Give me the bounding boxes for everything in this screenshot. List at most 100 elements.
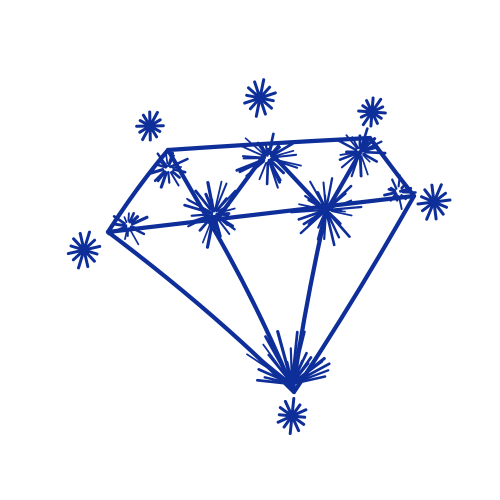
sparkle-stroke — [198, 214, 214, 232]
sparkle-burst-mid-right — [290, 177, 363, 247]
star-right — [416, 183, 452, 221]
sparkle-stroke — [257, 368, 289, 384]
sparkle-stroke — [263, 376, 289, 384]
sparkle-stroke — [169, 154, 175, 165]
sparkle-stroke — [272, 149, 295, 158]
diamond-right-upper-edge — [367, 135, 417, 199]
sparkle-stroke — [360, 155, 369, 176]
sparkle-stroke — [399, 186, 413, 193]
sparkle-stroke — [348, 154, 360, 175]
sparkle-stroke — [128, 211, 136, 224]
star-stroke — [135, 124, 165, 128]
sparkle-stroke — [362, 145, 378, 153]
sparkle-stroke — [216, 216, 229, 226]
sparkle-stroke — [236, 143, 266, 158]
sparkle-stroke — [148, 168, 165, 175]
sparkle-burst-top-right — [337, 127, 387, 178]
sparkle-stroke — [169, 171, 180, 187]
sparkle-stroke — [327, 199, 353, 211]
sparkle-stroke — [267, 158, 279, 189]
sparkle-stroke — [323, 194, 327, 207]
sparkle-stroke — [271, 153, 298, 159]
sparkle-stroke — [326, 212, 341, 239]
sparkle-stroke — [113, 222, 128, 228]
sparkle-stroke — [187, 199, 213, 214]
sparkle-stroke — [157, 159, 167, 167]
sparkle-stroke — [302, 210, 324, 226]
star-stroke — [66, 244, 102, 256]
sparkle-stroke — [107, 225, 128, 236]
sparkle-stroke — [340, 153, 359, 169]
sparkle-stroke — [337, 139, 358, 152]
sparkle-stroke — [328, 205, 363, 211]
sparkle-stroke — [328, 209, 346, 213]
sparkle-stroke — [269, 159, 285, 175]
sparkle-stroke — [190, 213, 210, 217]
sparkle-stroke — [268, 141, 274, 155]
sparkle-stroke — [217, 204, 230, 213]
sparkle-stroke — [246, 353, 292, 384]
diamond-facet-a — [165, 147, 215, 229]
sparkle-stroke — [389, 192, 398, 202]
sparkle-stroke — [214, 182, 228, 211]
sparkle-stroke — [159, 171, 168, 189]
sparkle-stroke — [358, 153, 363, 178]
sparkle-stroke — [128, 227, 140, 246]
sparkle-stroke — [395, 194, 399, 202]
sparkle-stroke — [270, 145, 281, 156]
sparkle-stroke — [130, 226, 146, 236]
sparkle-burst-bottom-point — [246, 330, 331, 386]
diamond-left-pavilion — [105, 229, 297, 395]
sparkle-stroke — [165, 152, 169, 165]
sparkle-stroke — [124, 230, 128, 241]
sparkle-stroke — [400, 183, 407, 190]
sparkle-stroke — [127, 212, 130, 222]
sparkle-stroke — [361, 137, 377, 151]
sparkle-stroke — [293, 375, 327, 385]
sparkle-stroke — [387, 187, 397, 193]
star-stroke — [276, 408, 308, 424]
sparkle-stroke — [295, 369, 330, 384]
diamond-right-pavilion — [291, 193, 417, 395]
sparkle-stroke — [351, 136, 360, 150]
sparkle-stroke — [397, 174, 401, 188]
sparkle-stroke — [171, 170, 181, 179]
sparkle-stroke — [156, 152, 169, 168]
sparkle-stroke — [299, 210, 326, 235]
sparkle-burst-right-corner — [383, 174, 417, 211]
diamond-girdle-line — [105, 193, 417, 235]
sparkle-stroke — [290, 330, 299, 384]
sparkle-stroke — [290, 209, 324, 214]
sparkle-stroke — [130, 215, 149, 226]
sparkle-stroke — [201, 217, 213, 244]
star-stroke — [243, 91, 277, 105]
sparkle-stroke — [205, 216, 215, 249]
sparkle-stroke — [364, 150, 387, 155]
sparkle-stroke — [213, 180, 223, 213]
sparkle-stroke — [235, 158, 265, 172]
sparkle-stroke — [325, 177, 334, 206]
star-top — [243, 78, 277, 118]
sparkle-stroke — [291, 330, 306, 383]
sparkle-stroke — [215, 216, 231, 235]
star-marks — [66, 78, 452, 435]
sparkle-burst-top-center — [235, 132, 302, 189]
sparkle-stroke — [398, 196, 403, 211]
sparkle-stroke — [350, 154, 360, 178]
sparkle-stroke — [400, 194, 407, 201]
sparkle-stroke — [245, 160, 265, 177]
sparkle-stroke — [172, 168, 187, 174]
sparkle-stroke — [194, 189, 212, 211]
sparkle-stroke — [294, 362, 331, 384]
sparkle-stroke — [389, 186, 396, 192]
sparkle-stroke — [269, 157, 299, 169]
sparkle-stroke — [328, 184, 353, 208]
star-stroke — [357, 109, 387, 115]
sparkle-stroke — [258, 162, 267, 181]
diamond-crown-top-edge — [165, 135, 373, 153]
sparkle-stroke — [297, 210, 323, 221]
sparkle-stroke — [187, 213, 213, 228]
sparkle-stroke — [241, 155, 267, 159]
sparkle-stroke — [326, 179, 345, 210]
